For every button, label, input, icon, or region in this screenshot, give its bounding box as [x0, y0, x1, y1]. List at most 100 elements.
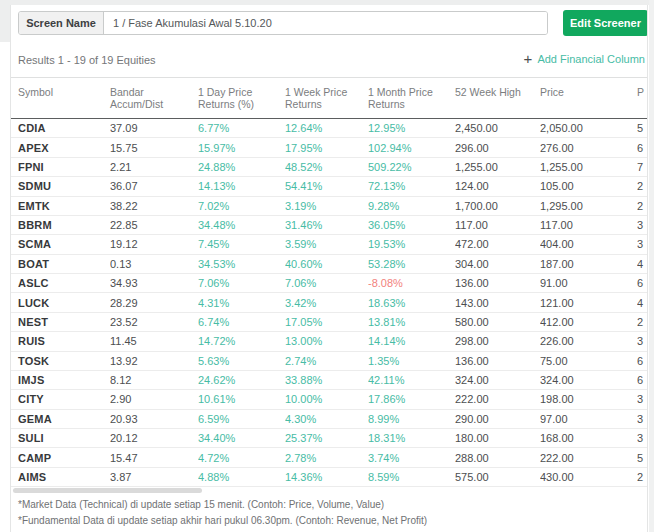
table-row[interactable]: SCMA19.127.45%3.59%19.53%472.00404.003	[11, 235, 647, 254]
column-header-symbol[interactable]: Symbol	[11, 78, 110, 119]
cell-w1: 54.41%	[285, 177, 368, 196]
cell-price: 1,295.00	[540, 196, 637, 215]
horizontal-scrollbar-thumb[interactable]	[13, 488, 202, 493]
cell-bandar: 28.29	[110, 293, 198, 312]
cell-symbol[interactable]: CAMP	[11, 448, 110, 467]
table-row[interactable]: RUIS11.4514.72%13.00%14.14%298.00226.003	[11, 332, 647, 351]
table-row[interactable]: CAMP15.474.72%2.78%3.74%288.00222.005	[11, 448, 647, 467]
column-header-p[interactable]: P	[637, 78, 647, 119]
cell-price: 75.00	[540, 351, 637, 370]
footnote-fundamental-data: *Fundamental Data di update setiap akhir…	[18, 515, 427, 527]
table-body: CDIA37.096.77%12.64%12.95%2,450.002,050.…	[11, 119, 647, 487]
cell-w1: 2.78%	[285, 448, 368, 467]
table-row[interactable]: IMJS8.1224.62%33.88%42.11%324.00324.006	[11, 370, 647, 389]
cell-symbol[interactable]: FPNI	[11, 157, 110, 176]
screener-page: Screen Name Edit Screener Results 1 - 19…	[0, 0, 654, 532]
cell-symbol[interactable]: ASLC	[11, 274, 110, 293]
cell-bandar: 19.12	[110, 235, 198, 254]
cell-price: 198.00	[540, 390, 637, 409]
column-header-d1[interactable]: 1 Day PriceReturns (%)	[198, 78, 285, 119]
table-row[interactable]: CDIA37.096.77%12.64%12.95%2,450.002,050.…	[11, 119, 647, 138]
cell-d1: 24.62%	[198, 370, 285, 389]
cell-high52: 1,255.00	[455, 157, 540, 176]
column-header-w1[interactable]: 1 Week PriceReturns	[285, 78, 368, 119]
cell-w1: 4.30%	[285, 409, 368, 428]
cell-price: 1,255.00	[540, 157, 637, 176]
results-count: Results 1 - 19 of 19 Equities	[18, 54, 156, 66]
table-row[interactable]: TOSK13.925.63%2.74%1.35%136.0075.006	[11, 351, 647, 370]
table-row[interactable]: LUCK28.294.31%3.42%18.63%143.00121.004	[11, 293, 647, 312]
cell-symbol[interactable]: SULI	[11, 429, 110, 448]
cell-d1: 34.40%	[198, 429, 285, 448]
edit-screener-button[interactable]: Edit Screener	[563, 10, 648, 36]
cell-d1: 6.59%	[198, 409, 285, 428]
cell-m1: 72.13%	[368, 177, 455, 196]
screen-name-input[interactable]	[104, 12, 547, 34]
cell-p: 3	[637, 409, 647, 428]
cell-bandar: 20.12	[110, 429, 198, 448]
cell-symbol[interactable]: SCMA	[11, 235, 110, 254]
table-row[interactable]: AIMS3.874.88%14.36%8.59%575.00430.002	[11, 467, 647, 486]
cell-bandar: 2.90	[110, 390, 198, 409]
cell-symbol[interactable]: EMTK	[11, 196, 110, 215]
footnote-market-data: *Market Data (Technical) di update setia…	[18, 499, 384, 511]
table-row[interactable]: FPNI2.2124.88%48.52%509.22%1,255.001,255…	[11, 157, 647, 176]
cell-w1: 17.05%	[285, 312, 368, 331]
cell-symbol[interactable]: NEST	[11, 312, 110, 331]
cell-w1: 3.19%	[285, 196, 368, 215]
cell-m1: 13.81%	[368, 312, 455, 331]
cell-bandar: 38.22	[110, 196, 198, 215]
cell-high52: 304.00	[455, 254, 540, 273]
cell-symbol[interactable]: TOSK	[11, 351, 110, 370]
cell-p: 6	[637, 351, 647, 370]
cell-d1: 14.72%	[198, 332, 285, 351]
column-header-high52[interactable]: 52 Week High	[455, 78, 540, 119]
column-header-bandar[interactable]: BandarAccum/Dist	[110, 78, 198, 119]
column-header-price[interactable]: Price	[540, 78, 637, 119]
cell-high52: 136.00	[455, 351, 540, 370]
cell-symbol[interactable]: BBRM	[11, 215, 110, 234]
add-financial-column-link[interactable]: + Add Financial Column	[524, 52, 645, 66]
cell-symbol[interactable]: CITY	[11, 390, 110, 409]
cell-symbol[interactable]: AIMS	[11, 467, 110, 486]
cell-symbol[interactable]: GEMA	[11, 409, 110, 428]
cell-p: 7	[637, 157, 647, 176]
cell-price: 187.00	[540, 254, 637, 273]
table-row[interactable]: CITY2.9010.61%10.00%17.86%222.00198.003	[11, 390, 647, 409]
cell-d1: 5.63%	[198, 351, 285, 370]
table-row[interactable]: SDMU36.0714.13%54.41%72.13%124.00105.002	[11, 177, 647, 196]
cell-bandar: 0.13	[110, 254, 198, 273]
table-row[interactable]: GEMA20.936.59%4.30%8.99%290.0097.003	[11, 409, 647, 428]
cell-price: 430.00	[540, 467, 637, 486]
screener-card: Screen Name Edit Screener Results 1 - 19…	[10, 5, 648, 532]
cell-price: 222.00	[540, 448, 637, 467]
table-row[interactable]: BOAT0.1334.53%40.60%53.28%304.00187.004	[11, 254, 647, 273]
cell-d1: 4.88%	[198, 467, 285, 486]
cell-d1: 15.97%	[198, 138, 285, 157]
cell-symbol[interactable]: RUIS	[11, 332, 110, 351]
cell-m1: 102.94%	[368, 138, 455, 157]
cell-bandar: 15.75	[110, 138, 198, 157]
cell-symbol[interactable]: CDIA	[11, 119, 110, 138]
right-strip	[649, 0, 654, 532]
table-row[interactable]: ASLC34.937.06%7.06%-8.08%136.0091.006	[11, 274, 647, 293]
cell-symbol[interactable]: SDMU	[11, 177, 110, 196]
cell-m1: 8.59%	[368, 467, 455, 486]
cell-symbol[interactable]: APEX	[11, 138, 110, 157]
column-header-m1[interactable]: 1 Month PriceReturns	[368, 78, 455, 119]
cell-symbol[interactable]: IMJS	[11, 370, 110, 389]
cell-bandar: 34.93	[110, 274, 198, 293]
table-row[interactable]: NEST23.526.74%17.05%13.81%580.00412.002	[11, 312, 647, 331]
table-row[interactable]: APEX15.7515.97%17.95%102.94%296.00276.00…	[11, 138, 647, 157]
cell-p: 2	[637, 467, 647, 486]
cell-symbol[interactable]: LUCK	[11, 293, 110, 312]
cell-symbol[interactable]: BOAT	[11, 254, 110, 273]
screen-name-group: Screen Name	[18, 11, 548, 35]
cell-m1: 19.53%	[368, 235, 455, 254]
table-row[interactable]: BBRM22.8534.48%31.46%36.05%117.00117.003	[11, 215, 647, 234]
table-row[interactable]: EMTK38.227.02%3.19%9.28%1,700.001,295.00…	[11, 196, 647, 215]
cell-d1: 4.72%	[198, 448, 285, 467]
table-header: SymbolBandarAccum/Dist1 Day PriceReturns…	[11, 78, 647, 119]
table-row[interactable]: SULI20.1234.40%25.37%18.31%180.00168.003	[11, 429, 647, 448]
cell-w1: 12.64%	[285, 119, 368, 138]
